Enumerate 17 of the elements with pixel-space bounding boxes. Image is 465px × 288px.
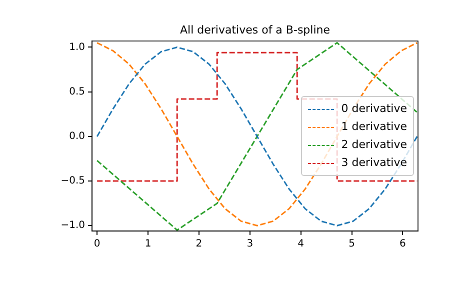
legend-label: 1 derivative [341,119,407,135]
x-tick-label: 3 [246,238,254,250]
legend-label: 0 derivative [341,101,407,117]
x-tick-label: 2 [196,238,202,250]
x-tick-label: 5 [348,238,355,250]
y-tick-label: −0.5 [60,176,85,187]
legend-label: 2 derivative [341,137,407,153]
x-tick-label: 4 [298,238,304,250]
y-tick-label: 0.5 [69,86,85,98]
chart-title: All derivatives of a B-spline [180,23,330,36]
x-tick-label: 6 [400,238,406,250]
y-tick-label: 1.0 [69,42,85,53]
y-tick-label: −1.0 [60,220,85,232]
legend-label: 3 derivative [341,155,407,171]
y-tick-label: 0.0 [69,131,85,142]
x-tick-label: 0 [94,238,100,250]
x-tick-label: 1 [144,238,152,250]
